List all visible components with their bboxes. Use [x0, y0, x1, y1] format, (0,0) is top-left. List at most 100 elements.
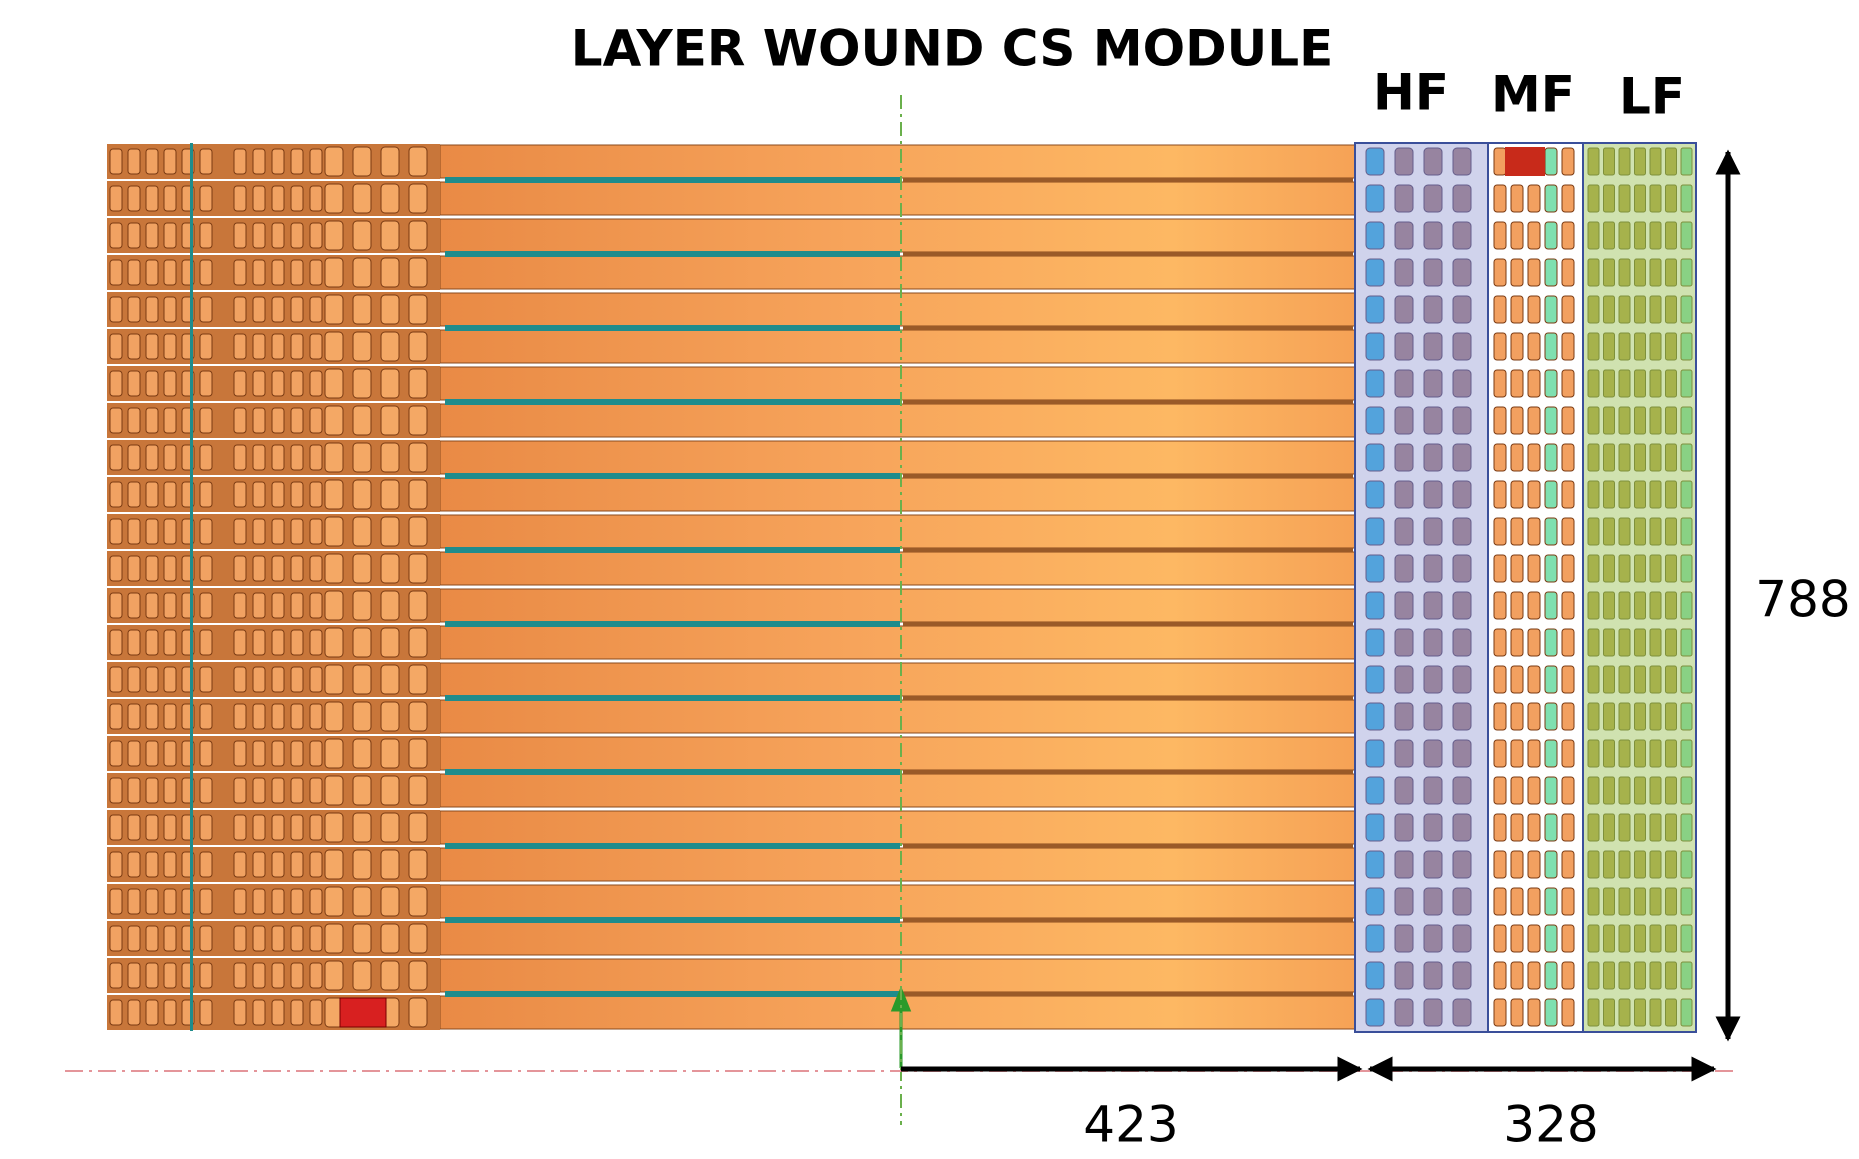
conductor	[380, 331, 400, 362]
conductor	[1394, 480, 1414, 509]
conductor	[352, 146, 372, 177]
conductor	[1665, 369, 1677, 398]
conductor	[233, 259, 247, 286]
conductor	[252, 629, 266, 656]
conductor	[324, 220, 344, 251]
conductor	[324, 960, 344, 991]
conductor	[1561, 702, 1575, 731]
conductor	[127, 666, 141, 693]
conductor	[1680, 924, 1693, 953]
conductor	[1649, 221, 1662, 250]
conductor	[1423, 591, 1443, 620]
insulation	[445, 917, 900, 923]
conductor	[252, 777, 266, 804]
conductor	[1493, 480, 1507, 509]
conductor	[1634, 961, 1646, 990]
conductor	[1649, 776, 1662, 805]
conductor	[252, 888, 266, 915]
conductor	[1649, 591, 1662, 620]
conductor	[252, 592, 266, 619]
conductor	[145, 666, 159, 693]
conductor	[252, 185, 266, 212]
conductor	[163, 259, 177, 286]
conductor	[233, 148, 247, 175]
cooling-channel	[190, 809, 193, 846]
conductor	[145, 148, 159, 175]
conductor	[1665, 702, 1677, 731]
conductor	[271, 296, 285, 323]
conductor	[1649, 887, 1662, 916]
conductor	[1618, 332, 1631, 361]
conductor	[1493, 665, 1507, 694]
conductor	[1665, 739, 1677, 768]
conductor	[1587, 406, 1600, 435]
conductor	[352, 479, 372, 510]
conductor	[145, 259, 159, 286]
conductor	[163, 740, 177, 767]
conductor	[1510, 887, 1524, 916]
conductor	[1649, 258, 1662, 287]
conductor	[145, 592, 159, 619]
conductor	[1544, 517, 1558, 546]
conductor	[252, 666, 266, 693]
conductor	[252, 259, 266, 286]
conductor	[290, 333, 304, 360]
conductor	[1394, 850, 1414, 879]
cooling-channel	[190, 291, 193, 328]
conductor	[1634, 628, 1646, 657]
insulation	[903, 252, 1353, 256]
conductor	[163, 666, 177, 693]
conductor	[163, 555, 177, 582]
conductor	[352, 183, 372, 214]
conductor	[271, 185, 285, 212]
conductor	[408, 812, 428, 843]
conductor	[1544, 887, 1558, 916]
conductor	[1452, 702, 1472, 731]
conductor	[352, 516, 372, 547]
conductor	[1649, 628, 1662, 657]
layer-bar	[439, 440, 1356, 475]
conductor	[271, 740, 285, 767]
conductor	[1493, 554, 1507, 583]
layer-bar	[439, 847, 1356, 882]
conductor	[1665, 221, 1677, 250]
conductor	[1665, 665, 1677, 694]
conductor	[1527, 739, 1541, 768]
conductor	[1493, 369, 1507, 398]
conductor	[1544, 628, 1558, 657]
conductor	[252, 962, 266, 989]
conductor	[309, 740, 323, 767]
conductor	[271, 370, 285, 397]
conductor	[1634, 924, 1646, 953]
conductor	[408, 405, 428, 436]
conductor	[271, 888, 285, 915]
conductor	[1510, 813, 1524, 842]
conductor	[199, 592, 213, 619]
conductor	[127, 148, 141, 175]
conductor	[1603, 961, 1615, 990]
conductor	[408, 368, 428, 399]
conductor	[271, 518, 285, 545]
conductor	[145, 518, 159, 545]
conductor	[1587, 480, 1600, 509]
conductor	[199, 148, 213, 175]
conductor	[1452, 147, 1472, 176]
conductor	[1452, 443, 1472, 472]
conductor	[127, 703, 141, 730]
conductor	[1452, 850, 1472, 879]
insulation	[903, 992, 1353, 996]
conductor	[233, 925, 247, 952]
conductor	[1680, 184, 1693, 213]
conductor	[145, 999, 159, 1026]
conductor	[324, 775, 344, 806]
conductor	[1365, 591, 1385, 620]
conductor	[1423, 665, 1443, 694]
conductor	[1665, 554, 1677, 583]
conductor	[309, 185, 323, 212]
conductor	[1423, 258, 1443, 287]
conductor	[1544, 924, 1558, 953]
conductor	[1603, 443, 1615, 472]
conductor	[1603, 776, 1615, 805]
conductor	[109, 777, 123, 804]
conductor	[271, 333, 285, 360]
